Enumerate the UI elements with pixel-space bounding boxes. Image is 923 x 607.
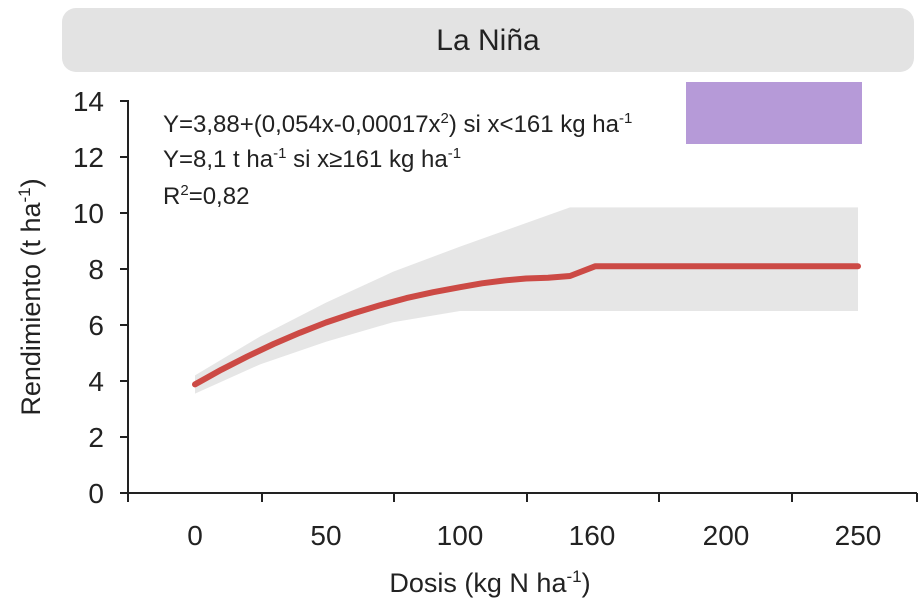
x-tick-label: 0 (187, 520, 203, 551)
x-tick-label: 200 (703, 520, 750, 551)
y-tick-label: 10 (73, 198, 104, 229)
x-tick-label: 100 (437, 520, 484, 551)
equation-line-3: R2=0,82 (163, 182, 249, 210)
y-tick-label: 14 (73, 86, 104, 117)
y-tick-label: 2 (88, 422, 104, 453)
y-tick-label: 6 (88, 310, 104, 341)
chart-title-box (62, 8, 914, 72)
y-tick-label: 4 (88, 366, 104, 397)
chart-title: La Niña (436, 24, 540, 57)
x-tick-label: 50 (310, 520, 341, 551)
y-tick-label: 12 (73, 142, 104, 173)
x-tick-label: 160 (569, 520, 616, 551)
confidence-band (195, 207, 858, 394)
x-axis-title: Dosis (kg N ha-1) (389, 567, 590, 598)
equation-line-1: Y=3,88+(0,054x-0,00017x2) si x<161 kg ha… (163, 110, 632, 138)
y-ticks: 0 2 4 6 8 10 12 14 (73, 86, 128, 509)
y-tick-label: 0 (88, 478, 104, 509)
equation-line-2: Y=8,1 t ha-1 si x≥161 kg ha-1 (163, 145, 461, 173)
x-ticks: 0 50 100 160 200 250 (127, 493, 918, 551)
equation-highlight (686, 82, 862, 144)
y-axis-title: Rendimiento (t ha-1) (15, 178, 46, 415)
x-tick-label: 250 (835, 520, 882, 551)
y-tick-label: 8 (88, 254, 104, 285)
series-line (192, 263, 861, 388)
